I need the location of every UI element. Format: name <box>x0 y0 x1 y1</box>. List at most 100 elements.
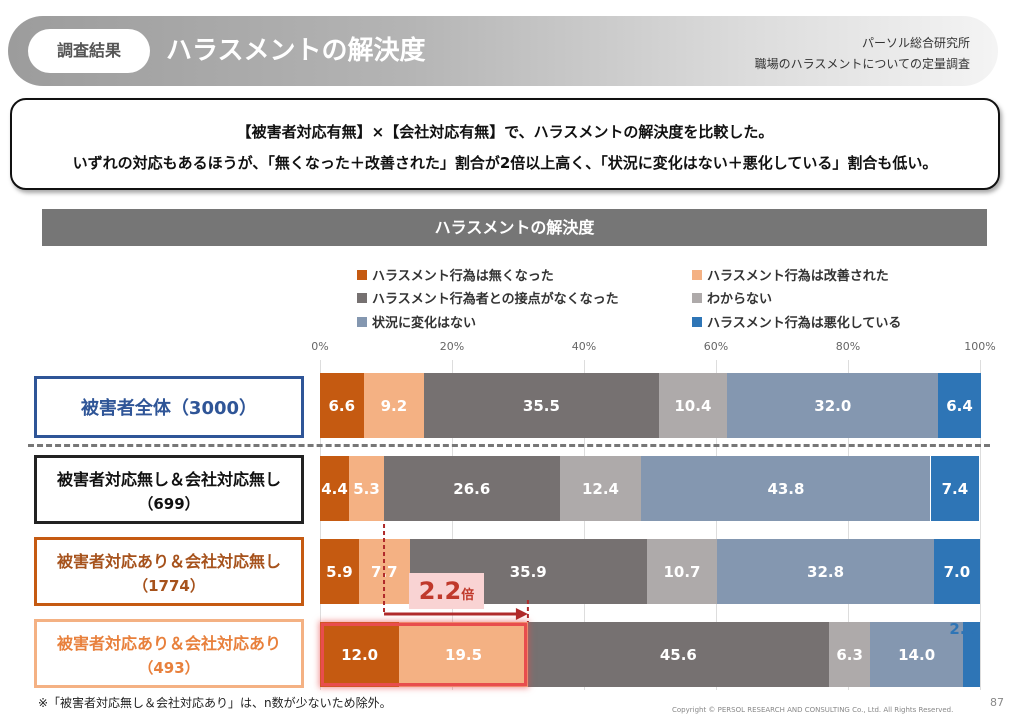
bar-value-label: 5.9 <box>326 562 353 581</box>
bar-segment: 32.0 <box>727 373 939 438</box>
row-label: 被害者対応あり＆会社対応無し （1774） <box>34 537 304 606</box>
row-label: 被害者対応無し＆会社対応無し （699） <box>34 455 304 524</box>
bar-segment: 12.0 <box>320 622 400 687</box>
bar-segment: 10.4 <box>658 373 728 438</box>
row-label: 被害者全体（3000） <box>34 376 304 438</box>
bar-segment: 35.5 <box>424 373 659 438</box>
bar-value-label: 5.3 <box>353 479 380 498</box>
row-label-n: （699） <box>138 494 200 513</box>
bar-value-label: 14.0 <box>898 645 936 664</box>
legend-item: ハラスメント行為は改善された <box>692 265 889 284</box>
x-tick-label: 40% <box>571 340 597 353</box>
bar-segment: 6.6 <box>320 373 364 438</box>
legend-item: ハラスメント行為は無くなった <box>357 265 554 284</box>
row-label-title: 被害者対応あり＆会社対応無し <box>56 551 281 571</box>
bar-segment: 9.2 <box>363 373 425 438</box>
legend-swatch <box>357 292 367 303</box>
bar-value-label: 35.5 <box>522 396 560 415</box>
grid-line <box>848 360 849 690</box>
legend-swatch <box>357 316 367 327</box>
x-tick-label: 0% <box>311 340 329 353</box>
header-banner: 調査結果 ハラスメントの解決度 パーソル総合研究所 職場のハラスメントについての… <box>8 16 998 86</box>
grid-line <box>452 360 453 690</box>
bar-segment: 2.6 <box>949 620 980 687</box>
summary-line-2: いずれの対応もあるほうが、「無くなった＋改善された」割合が2倍以上高く、「状況に… <box>72 154 938 172</box>
bar-value-label: 4.4 <box>321 479 348 498</box>
x-tick-label: 100% <box>964 340 996 353</box>
bar-value-label: 12.0 <box>341 645 379 664</box>
bar-value-label: 10.4 <box>674 396 712 415</box>
grid-line <box>980 360 981 690</box>
bar-value-label: 6.6 <box>328 396 356 415</box>
ratio-callout: 2.2 倍 <box>409 573 484 609</box>
legend-swatch <box>692 316 702 327</box>
ratio-value: 2.2 <box>418 577 462 605</box>
footnote: ※「被害者対応無し＆会社対応あり」は、n数が少ないため除外。 <box>38 696 392 710</box>
chart-title: ハラスメントの解決度 <box>42 209 987 246</box>
bar-value-label: 26.6 <box>453 479 491 498</box>
legend-item: ハラスメント行為は悪化している <box>692 312 901 331</box>
bar-segment: 5.3 <box>349 456 384 521</box>
bar-value-label: 7.7 <box>371 562 398 581</box>
bar-segment: 45.6 <box>527 622 829 687</box>
bar-segment: 7.4 <box>930 456 980 521</box>
page-title: ハラスメントの解決度 <box>166 36 426 66</box>
bar-segment: 10.7 <box>646 539 718 604</box>
separator-dashed-line <box>28 444 990 447</box>
row-label: 被害者対応あり＆会社対応あり （493） <box>34 619 304 688</box>
legend-label: ハラスメント行為は改善された <box>707 269 889 284</box>
legend-item: 状況に変化はない <box>357 312 476 331</box>
x-tick-label: 20% <box>439 340 465 353</box>
bar-segment: 14.0 <box>870 622 963 687</box>
bar-segment: 4.4 <box>320 456 350 521</box>
bar-value-label: 7.4 <box>941 479 969 498</box>
bar-segment: 7.0 <box>933 539 980 604</box>
bar-value-label: 9.2 <box>380 396 408 415</box>
grid-line <box>320 360 321 690</box>
bar-value-label: 6.3 <box>836 645 863 664</box>
bar-value-label: 43.8 <box>767 479 805 498</box>
bar-value-label: 35.9 <box>509 562 547 581</box>
bar-segment: 12.4 <box>559 456 642 521</box>
bar-value-label: 6.4 <box>946 396 973 415</box>
bar-segment: 6.4 <box>938 373 981 438</box>
legend-label: 状況に変化はない <box>372 316 477 331</box>
legend-item: ハラスメント行為者との接点がなくなった <box>357 288 619 307</box>
page-number: 87 <box>990 696 1004 709</box>
bar-segment: 32.8 <box>717 539 934 604</box>
legend-item: わからない <box>692 288 772 307</box>
x-tick-label: 80% <box>835 340 861 353</box>
legend-label: ハラスメント行為は無くなった <box>372 269 554 284</box>
section-badge: 調査結果 <box>28 29 150 73</box>
row-label-n: （493） <box>138 658 200 677</box>
row-label-title: 被害者対応無し＆会社対応無し <box>56 469 281 489</box>
legend-label: ハラスメント行為は悪化している <box>707 316 902 331</box>
bar-segment: 26.6 <box>384 456 560 521</box>
bar-value-label: 19.5 <box>445 645 483 664</box>
bar-segment: 6.3 <box>828 622 871 687</box>
bar-value-label: 10.7 <box>663 562 701 581</box>
legend-label: ハラスメント行為者との接点がなくなった <box>372 292 619 307</box>
legend-swatch <box>692 269 702 280</box>
row-label-title: 被害者対応あり＆会社対応あり <box>56 633 281 653</box>
bar-value-label: 12.4 <box>581 479 619 498</box>
bar-value-label: 45.6 <box>659 645 697 664</box>
x-tick-label: 60% <box>703 340 729 353</box>
legend-swatch <box>357 269 367 280</box>
bar-value-label: 32.8 <box>807 562 845 581</box>
source-org: パーソル総合研究所 <box>861 36 970 50</box>
bar-value-label: 7.0 <box>943 562 971 581</box>
legend-swatch <box>692 292 702 303</box>
summary-box: 【被害者対応有無】×【会社対応有無】で、ハラスメントの解決度を比較した。 いずれ… <box>10 98 1000 190</box>
source-survey: 職場のハラスメントについての定量調査 <box>754 57 970 71</box>
row-label-title: 被害者全体（3000） <box>80 398 258 419</box>
grid-line <box>584 360 585 690</box>
copyright: Copyright © PERSOL RESEARCH AND CONSULTI… <box>672 706 954 714</box>
bar-segment: 7.7 <box>358 539 410 604</box>
summary-line-1: 【被害者対応有無】×【会社対応有無】で、ハラスメントの解決度を比較した。 <box>236 123 774 141</box>
ratio-unit: 倍 <box>461 588 475 603</box>
row-label-n: （1774） <box>133 576 205 595</box>
arrow-head <box>515 608 528 620</box>
bar-value-label: 32.0 <box>814 396 852 415</box>
bar-value-label: 2.6 <box>949 620 976 638</box>
